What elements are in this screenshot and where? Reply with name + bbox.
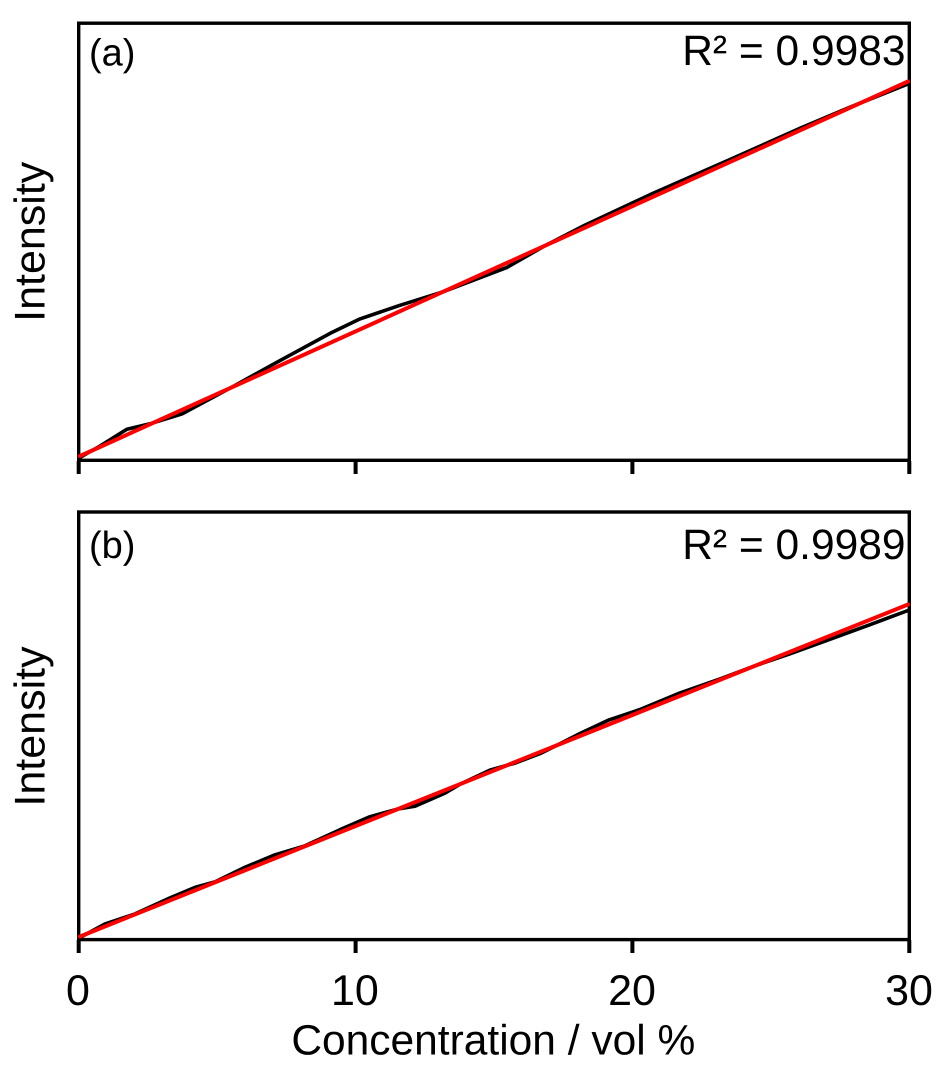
svg-text:R² = 0.9989: R² = 0.9989 [682, 522, 905, 569]
svg-text:10: 10 [331, 967, 379, 1015]
svg-text:R² = 0.9983: R² = 0.9983 [682, 28, 905, 75]
svg-text:(a): (a) [89, 32, 135, 74]
svg-text:20: 20 [608, 967, 656, 1015]
svg-text:Concentration / vol %: Concentration / vol % [291, 1018, 695, 1065]
svg-text:30: 30 [885, 967, 933, 1015]
svg-text:0: 0 [66, 967, 90, 1015]
svg-text:Intensity: Intensity [7, 161, 55, 322]
svg-text:(b): (b) [89, 525, 135, 567]
svg-text:Intensity: Intensity [7, 646, 55, 807]
